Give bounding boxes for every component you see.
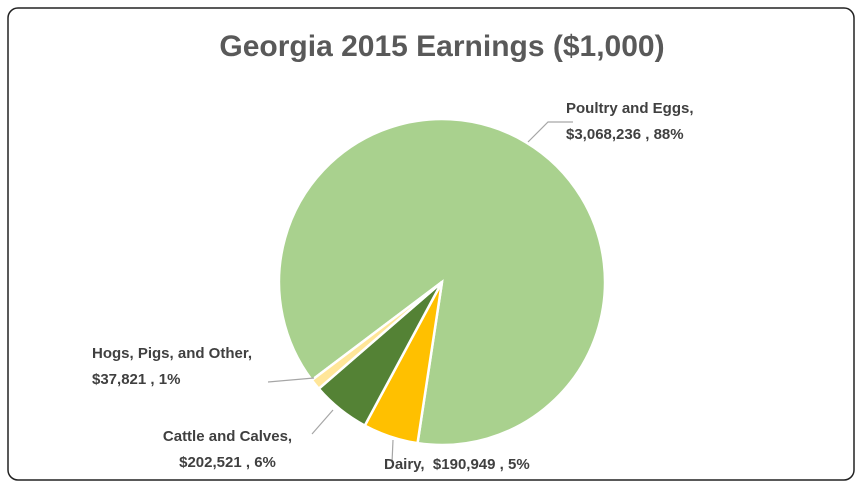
data-label: Hogs, Pigs, and Other, $37,821 , 1% (92, 341, 267, 393)
data-label: Dairy, $190,949 , 5% (384, 452, 624, 478)
leader-line (527, 121, 573, 143)
value-label: $190,949 , 5% (432, 456, 530, 473)
value-label: $202,521 , 6% (179, 454, 276, 471)
category-label: Dairy, (384, 456, 425, 473)
value-label: $3,068,236 , 88% (566, 126, 684, 143)
value-label: $37,821 , 1% (92, 371, 181, 388)
category-label: Hogs, Pigs, and Other, (92, 345, 253, 362)
leader-line (391, 439, 394, 464)
data-label: Poultry and Eggs, $3,068,236 , 88% (566, 96, 736, 148)
leader-line (267, 377, 315, 383)
category-label: Poultry and Eggs, (566, 100, 694, 117)
chart-title: Georgia 2015 Earnings ($1,000) (219, 30, 664, 63)
leaders (267, 121, 573, 464)
data-label: Cattle and Calves, $202,521 , 6% (140, 424, 315, 476)
slices (277, 117, 607, 447)
pie-slice (310, 281, 443, 391)
leader-line (311, 409, 334, 435)
category-label: Cattle and Calves, (162, 428, 293, 445)
